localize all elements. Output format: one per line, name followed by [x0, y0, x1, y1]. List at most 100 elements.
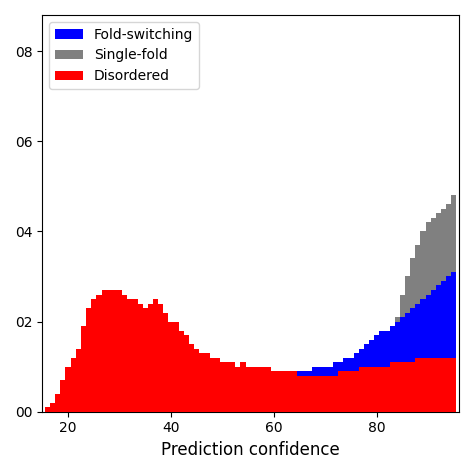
Bar [297, 376, 302, 412]
Bar [230, 389, 235, 412]
Bar [101, 290, 107, 412]
Bar [122, 294, 127, 412]
Bar [415, 245, 420, 412]
Bar [405, 312, 410, 412]
Bar [117, 290, 122, 412]
Bar [359, 403, 364, 412]
Bar [410, 362, 415, 412]
Bar [215, 357, 220, 412]
Bar [312, 376, 318, 412]
Bar [199, 403, 204, 412]
Bar [297, 371, 302, 412]
Bar [374, 385, 379, 412]
Bar [395, 317, 400, 412]
Bar [318, 376, 323, 412]
Bar [323, 376, 328, 412]
Bar [307, 371, 312, 412]
Bar [96, 294, 101, 412]
Bar [256, 367, 261, 412]
Bar [71, 357, 76, 412]
Bar [65, 367, 71, 412]
Bar [446, 276, 451, 412]
Bar [261, 367, 266, 412]
Bar [163, 312, 168, 412]
Bar [441, 209, 446, 412]
X-axis label: Prediction confidence: Prediction confidence [161, 441, 340, 459]
Bar [436, 285, 441, 412]
Bar [354, 407, 359, 412]
Bar [194, 348, 199, 412]
Bar [194, 403, 199, 412]
Bar [333, 362, 338, 412]
Bar [173, 407, 179, 412]
Bar [137, 303, 143, 412]
Bar [173, 321, 179, 412]
Bar [400, 294, 405, 412]
Bar [220, 362, 225, 412]
Bar [230, 362, 235, 412]
Bar [271, 371, 276, 412]
Bar [199, 353, 204, 412]
Bar [184, 407, 189, 412]
Bar [420, 357, 426, 412]
Bar [436, 357, 441, 412]
Bar [179, 407, 184, 412]
Bar [364, 398, 369, 412]
Bar [343, 357, 348, 412]
Bar [266, 367, 271, 412]
Bar [86, 308, 91, 412]
Bar [400, 362, 405, 412]
Bar [292, 371, 297, 412]
Bar [251, 367, 256, 412]
Bar [415, 303, 420, 412]
Bar [390, 339, 395, 412]
Bar [395, 362, 400, 412]
Bar [184, 335, 189, 412]
Bar [426, 294, 431, 412]
Bar [132, 299, 137, 412]
Bar [91, 299, 96, 412]
Bar [210, 357, 215, 412]
Bar [271, 371, 276, 412]
Bar [436, 213, 441, 412]
Bar [168, 321, 173, 412]
Bar [292, 371, 297, 412]
Bar [451, 195, 456, 412]
Bar [266, 376, 271, 412]
Bar [446, 204, 451, 412]
Bar [179, 330, 184, 412]
Bar [261, 376, 266, 412]
Bar [328, 367, 333, 412]
Bar [287, 371, 292, 412]
Bar [348, 357, 354, 412]
Bar [246, 385, 251, 412]
Bar [256, 380, 261, 412]
Bar [312, 367, 318, 412]
Bar [384, 367, 390, 412]
Bar [369, 394, 374, 412]
Bar [333, 376, 338, 412]
Bar [426, 222, 431, 412]
Bar [446, 357, 451, 412]
Bar [405, 276, 410, 412]
Bar [431, 357, 436, 412]
Bar [451, 272, 456, 412]
Bar [240, 385, 246, 412]
Bar [215, 398, 220, 412]
Bar [240, 362, 246, 412]
Bar [384, 330, 390, 412]
Bar [76, 348, 81, 412]
Bar [307, 376, 312, 412]
Bar [354, 371, 359, 412]
Bar [153, 299, 158, 412]
Bar [204, 403, 210, 412]
Bar [148, 303, 153, 412]
Bar [302, 376, 307, 412]
Bar [189, 344, 194, 412]
Bar [204, 353, 210, 412]
Bar [441, 281, 446, 412]
Bar [405, 362, 410, 412]
Bar [374, 335, 379, 412]
Bar [441, 357, 446, 412]
Bar [225, 362, 230, 412]
